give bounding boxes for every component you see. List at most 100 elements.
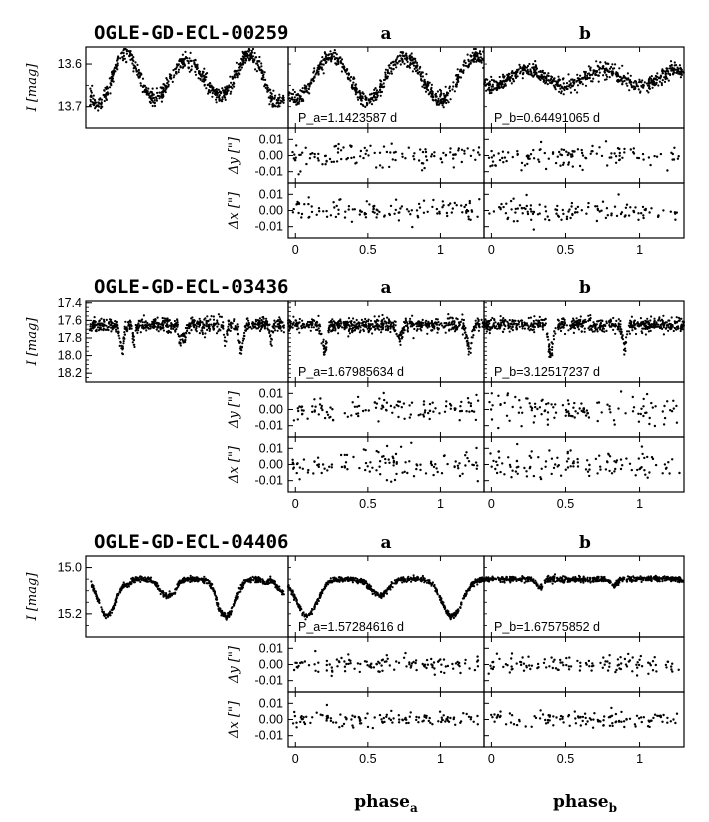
data-point bbox=[278, 93, 281, 96]
data-point bbox=[339, 453, 343, 457]
data-point bbox=[537, 70, 541, 73]
data-point bbox=[260, 65, 263, 68]
data-point bbox=[246, 54, 249, 57]
data-point bbox=[351, 331, 354, 334]
data-point bbox=[151, 326, 154, 329]
data-point bbox=[434, 463, 437, 466]
data-point bbox=[150, 94, 153, 97]
data-point bbox=[228, 86, 231, 89]
data-point bbox=[183, 57, 186, 61]
data-point bbox=[369, 144, 372, 147]
data-point bbox=[337, 322, 341, 325]
data-point bbox=[202, 74, 206, 77]
data-point bbox=[617, 322, 620, 325]
data-point bbox=[94, 107, 97, 110]
data-point bbox=[404, 317, 407, 320]
data-point bbox=[445, 400, 448, 403]
data-point bbox=[505, 159, 508, 163]
data-point bbox=[233, 74, 236, 77]
data-point bbox=[637, 218, 640, 221]
data-point bbox=[464, 203, 468, 207]
data-point bbox=[167, 83, 170, 86]
data-point bbox=[512, 323, 515, 326]
data-point bbox=[515, 328, 518, 331]
data-point bbox=[649, 163, 652, 167]
data-point bbox=[309, 321, 312, 324]
data-point bbox=[544, 317, 547, 321]
data-point bbox=[324, 342, 327, 345]
data-point bbox=[639, 412, 642, 416]
data-point bbox=[419, 413, 422, 416]
data-point bbox=[307, 202, 310, 206]
data-point bbox=[240, 349, 243, 352]
data-point bbox=[426, 82, 429, 85]
data-point bbox=[210, 323, 213, 326]
data-point bbox=[329, 415, 332, 419]
data-point bbox=[261, 70, 264, 73]
data-point bbox=[659, 152, 663, 156]
data-point bbox=[456, 68, 459, 71]
data-point bbox=[577, 78, 581, 82]
data-point bbox=[337, 208, 340, 211]
data-point bbox=[476, 52, 479, 55]
data-point bbox=[497, 86, 500, 89]
data-point bbox=[545, 77, 548, 80]
data-point bbox=[328, 465, 331, 468]
data-point bbox=[658, 80, 662, 83]
data-point bbox=[322, 58, 325, 62]
data-point bbox=[601, 319, 604, 322]
data-point bbox=[113, 67, 116, 70]
data-point bbox=[427, 411, 430, 415]
data-point bbox=[574, 321, 577, 324]
data-point bbox=[164, 89, 167, 92]
data-point bbox=[411, 62, 414, 65]
data-point bbox=[343, 453, 346, 457]
data-point bbox=[507, 324, 510, 327]
data-point bbox=[460, 160, 463, 164]
data-point bbox=[169, 77, 172, 80]
data-point bbox=[532, 66, 536, 69]
data-point bbox=[400, 406, 403, 409]
data-point bbox=[434, 92, 438, 95]
data-point bbox=[639, 91, 642, 94]
data-point bbox=[400, 51, 404, 54]
data-point bbox=[253, 51, 256, 55]
data-point bbox=[298, 153, 301, 157]
data-point bbox=[546, 83, 549, 86]
data-point bbox=[323, 416, 327, 420]
data-point bbox=[120, 51, 124, 54]
data-point bbox=[369, 100, 372, 103]
data-point bbox=[153, 104, 157, 108]
data-point bbox=[238, 340, 241, 343]
data-point bbox=[494, 164, 497, 167]
data-point bbox=[352, 86, 355, 89]
chart-title: OGLE-GD-ECL-00259 bbox=[94, 22, 288, 44]
data-point bbox=[636, 85, 640, 88]
data-point bbox=[330, 330, 333, 333]
data-point bbox=[144, 326, 147, 329]
data-point bbox=[300, 406, 303, 409]
data-point bbox=[239, 63, 242, 66]
data-point bbox=[315, 71, 318, 75]
data-point bbox=[645, 320, 649, 323]
data-point bbox=[436, 326, 439, 329]
data-point bbox=[210, 315, 213, 318]
data-point bbox=[212, 318, 216, 321]
data-point bbox=[469, 218, 472, 221]
data-point bbox=[456, 326, 459, 329]
data-point bbox=[236, 327, 239, 330]
data-point bbox=[642, 405, 645, 408]
data-point bbox=[512, 78, 515, 81]
data-point bbox=[282, 94, 285, 97]
data-point bbox=[467, 58, 470, 62]
data-point bbox=[302, 91, 306, 94]
data-point bbox=[461, 70, 464, 73]
data-point bbox=[393, 320, 396, 323]
data-point bbox=[317, 413, 320, 416]
data-point bbox=[110, 320, 113, 324]
data-point bbox=[583, 330, 586, 333]
data-point bbox=[424, 83, 427, 86]
data-point bbox=[514, 319, 517, 322]
data-point bbox=[478, 153, 481, 156]
data-point bbox=[474, 57, 477, 61]
